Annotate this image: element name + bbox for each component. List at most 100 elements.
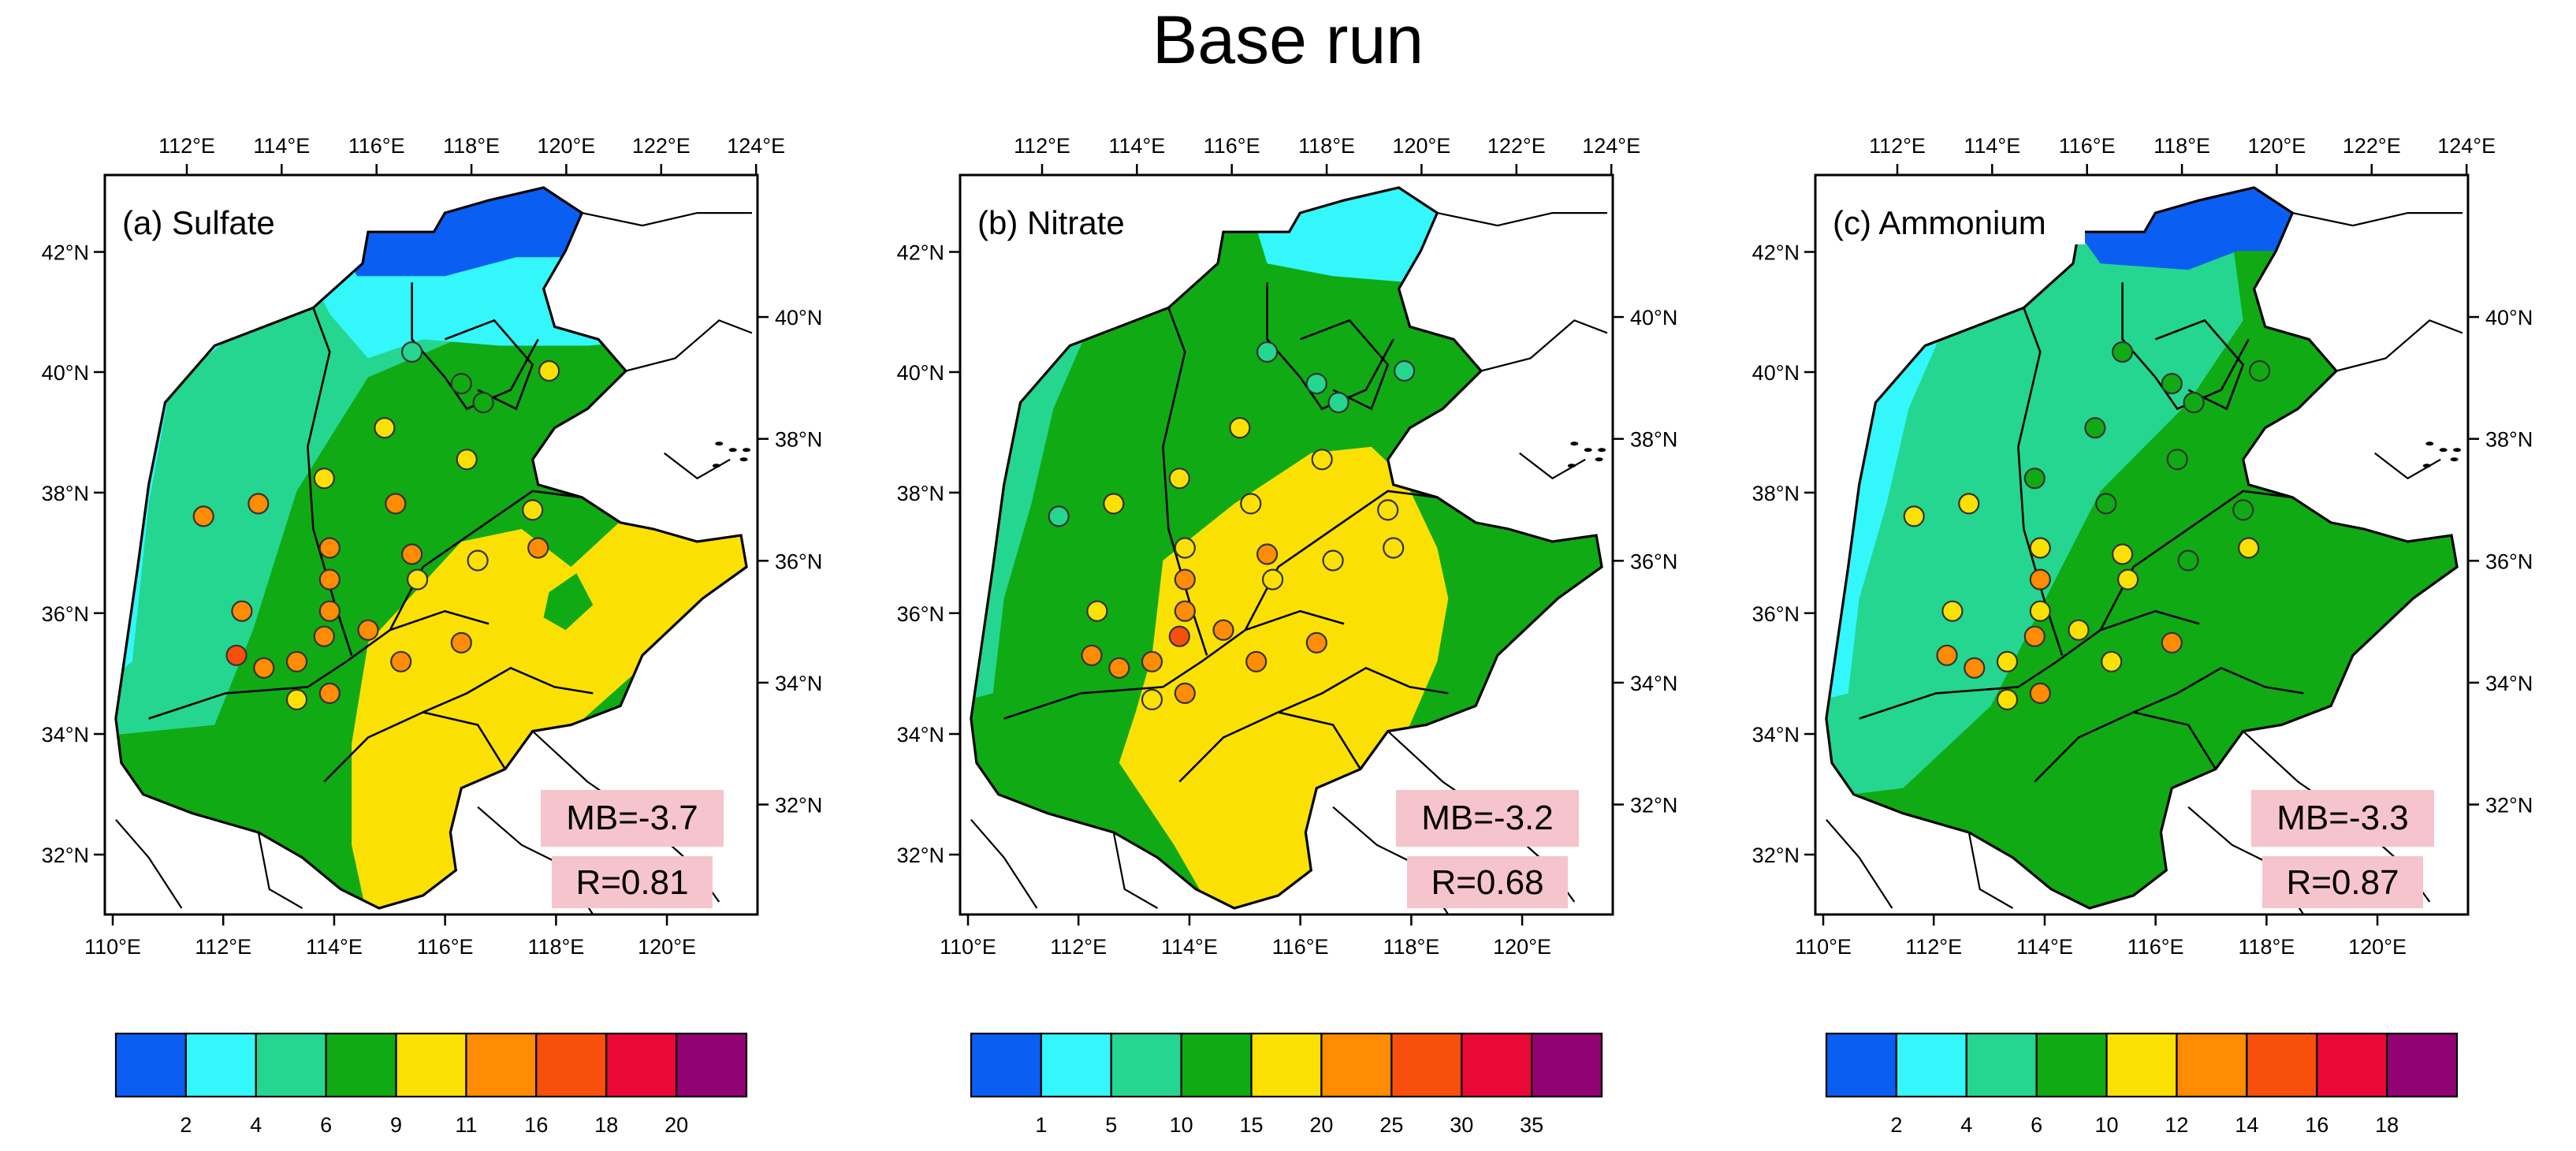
observation-site bbox=[1103, 493, 1125, 515]
observation-site bbox=[456, 449, 478, 471]
lon-tick-bottom: 118°E bbox=[1383, 935, 1439, 959]
lat-tick-right: 38°N bbox=[775, 428, 822, 452]
lat-tick-left: 36°N bbox=[897, 602, 944, 626]
observation-site bbox=[1261, 568, 1284, 590]
lat-tick-left: 34°N bbox=[1752, 723, 1800, 747]
lon-tick-bottom: 120°E bbox=[1493, 935, 1551, 959]
colorbar-label: 35 bbox=[1520, 1113, 1543, 1137]
colorbar-swatch bbox=[1250, 1032, 1323, 1098]
coastline bbox=[582, 212, 752, 227]
lon-tick-bottom: 112°E bbox=[1050, 935, 1107, 959]
island bbox=[728, 448, 737, 453]
observation-site bbox=[450, 631, 472, 654]
observation-site bbox=[1305, 373, 1327, 395]
lat-tick-right: 34°N bbox=[775, 672, 822, 695]
island bbox=[1567, 464, 1576, 468]
province-border bbox=[423, 666, 594, 713]
r-box bbox=[2262, 856, 2423, 908]
island bbox=[1595, 457, 1603, 462]
observation-site bbox=[285, 688, 308, 711]
observation-site bbox=[1327, 392, 1349, 414]
colorbar-label: 2 bbox=[180, 1113, 192, 1137]
island bbox=[743, 448, 751, 453]
observation-site bbox=[2112, 341, 2134, 363]
lat-tick-left: 34°N bbox=[42, 723, 89, 747]
observation-site bbox=[1903, 505, 1925, 527]
island bbox=[2439, 448, 2448, 453]
lat-tick-right: 32°N bbox=[2485, 794, 2533, 818]
observation-site bbox=[2029, 537, 2051, 559]
observation-site bbox=[406, 568, 429, 590]
observation-site bbox=[1174, 600, 1196, 622]
lon-tick-top: 120°E bbox=[2247, 134, 2306, 158]
observation-site bbox=[2117, 568, 2139, 590]
province-border bbox=[323, 711, 507, 783]
coastline bbox=[1967, 832, 2014, 909]
observation-site bbox=[1168, 625, 1190, 647]
colorbar-label: 9 bbox=[390, 1113, 402, 1137]
lon-tick-top: 114°E bbox=[1108, 134, 1165, 158]
province-border bbox=[148, 609, 490, 720]
observation-site bbox=[1141, 688, 1163, 711]
colorbar-label: 6 bbox=[2031, 1113, 2042, 1137]
coastline bbox=[1437, 212, 1607, 227]
observation-site bbox=[2183, 392, 2205, 414]
colorbar-swatch bbox=[2105, 1032, 2178, 1098]
observation-site bbox=[1245, 650, 1268, 672]
colorbar-swatch bbox=[2176, 1032, 2248, 1098]
observation-site bbox=[1229, 417, 1251, 439]
lat-tick-right: 32°N bbox=[1630, 794, 1677, 818]
observation-site bbox=[313, 467, 335, 490]
lon-tick-bottom: 110°E bbox=[84, 935, 141, 959]
province-border bbox=[2133, 666, 2304, 713]
observation-site bbox=[385, 493, 407, 515]
colorbar-swatch bbox=[1461, 1032, 1533, 1098]
panel-label-box bbox=[1825, 197, 2085, 244]
observation-site bbox=[2023, 625, 2046, 647]
observation-site bbox=[2095, 493, 2117, 515]
coastline bbox=[970, 818, 1038, 909]
colorbar-swatch bbox=[1180, 1032, 1253, 1098]
observation-site bbox=[2023, 467, 2046, 490]
r-box bbox=[1407, 856, 1568, 908]
lat-tick-left: 38°N bbox=[897, 482, 944, 505]
coastline bbox=[625, 319, 753, 372]
colorbar-label: 12 bbox=[2165, 1113, 2188, 1137]
figure-title: Base run bbox=[1152, 2, 1424, 78]
colorbar-label: 18 bbox=[2375, 1113, 2399, 1137]
colorbar-label: 2 bbox=[1890, 1113, 1902, 1137]
lat-tick-right: 40°N bbox=[1630, 306, 1677, 330]
colorbar-1: 2 4 6 9 11 16 18 20 bbox=[114, 1032, 748, 1137]
observation-site bbox=[318, 682, 341, 705]
mb-box bbox=[1396, 790, 1579, 847]
island bbox=[2450, 457, 2459, 462]
lon-tick-top: 124°E bbox=[2437, 134, 2496, 158]
observation-site bbox=[390, 650, 412, 672]
observation-site bbox=[285, 650, 308, 672]
observation-site bbox=[1305, 631, 1327, 654]
province-border bbox=[2154, 318, 2245, 411]
observation-site bbox=[522, 499, 544, 521]
observation-site bbox=[1141, 650, 1163, 672]
observation-site bbox=[467, 549, 489, 572]
colorbar-swatch bbox=[2246, 1032, 2318, 1098]
map-frame bbox=[103, 173, 759, 916]
observation-site bbox=[1322, 549, 1344, 572]
observation-site bbox=[248, 493, 270, 515]
observation-site bbox=[1174, 537, 1196, 559]
island bbox=[712, 464, 720, 468]
lat-tick-left: 42°N bbox=[1752, 241, 1800, 265]
lon-tick-bottom: 114°E bbox=[2016, 935, 2073, 959]
correlation-label: R=0.87 bbox=[2286, 863, 2399, 902]
lat-tick-left: 42°N bbox=[897, 241, 944, 265]
observation-site bbox=[450, 373, 472, 395]
colorbar-swatch bbox=[1390, 1032, 1463, 1098]
colorbar-swatch bbox=[184, 1032, 257, 1098]
colorbar-label: 4 bbox=[250, 1113, 262, 1137]
lon-tick-bottom: 116°E bbox=[417, 935, 474, 959]
colorbar-label: 25 bbox=[1379, 1113, 1403, 1137]
field-contour bbox=[1990, 188, 2332, 270]
lon-tick-bottom: 112°E bbox=[195, 935, 251, 959]
observation-site bbox=[192, 505, 214, 527]
island bbox=[715, 441, 724, 446]
